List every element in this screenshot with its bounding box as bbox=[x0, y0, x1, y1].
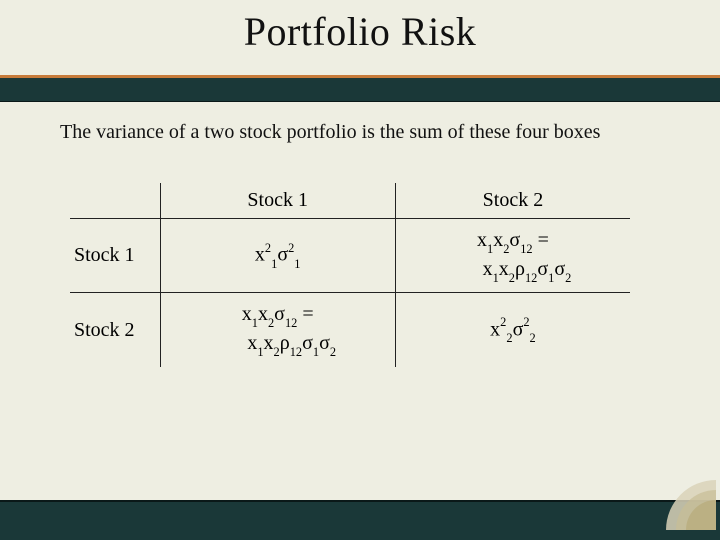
matrix-col-1: Stock 1 bbox=[160, 183, 395, 219]
matrix-cell-22: x22σ22 bbox=[395, 293, 630, 367]
matrix-col-2: Stock 2 bbox=[395, 183, 630, 219]
lead-text: The variance of a two stock portfolio is… bbox=[60, 120, 620, 145]
content-area: The variance of a two stock portfolio is… bbox=[0, 102, 720, 367]
matrix-header-row: Stock 1 Stock 2 bbox=[70, 183, 630, 219]
matrix-cell-21: x1x2σ12 =x1x2ρ12σ1σ2 bbox=[160, 293, 395, 367]
corner-decoration bbox=[660, 474, 716, 530]
matrix-table: Stock 1 Stock 2 Stock 1 x21σ21 x1x2σ12 =… bbox=[70, 183, 630, 367]
formula-variance-1: x21σ21 bbox=[255, 241, 301, 270]
formula-variance-2: x22σ22 bbox=[490, 316, 536, 345]
title-underbar bbox=[0, 78, 720, 102]
matrix-rowlabel-1: Stock 1 bbox=[70, 219, 160, 293]
variance-matrix: Stock 1 Stock 2 Stock 1 x21σ21 x1x2σ12 =… bbox=[70, 183, 630, 367]
matrix-row-1: Stock 1 x21σ21 x1x2σ12 =x1x2ρ12σ1σ2 bbox=[70, 219, 630, 293]
matrix-cell-12: x1x2σ12 =x1x2ρ12σ1σ2 bbox=[395, 219, 630, 293]
matrix-cell-11: x21σ21 bbox=[160, 219, 395, 293]
formula-covariance-12: x1x2σ12 =x1x2ρ12σ1σ2 bbox=[455, 227, 572, 284]
footer-bar bbox=[0, 500, 720, 540]
formula-covariance-21: x1x2σ12 =x1x2ρ12σ1σ2 bbox=[219, 301, 336, 358]
matrix-corner bbox=[70, 183, 160, 219]
slide-title: Portfolio Risk bbox=[0, 0, 720, 55]
matrix-row-2: Stock 2 x1x2σ12 =x1x2ρ12σ1σ2 x22σ22 bbox=[70, 293, 630, 367]
title-area: Portfolio Risk bbox=[0, 0, 720, 78]
matrix-rowlabel-2: Stock 2 bbox=[70, 293, 160, 367]
slide: 7-18 Portfolio Risk The variance of a tw… bbox=[0, 0, 720, 540]
